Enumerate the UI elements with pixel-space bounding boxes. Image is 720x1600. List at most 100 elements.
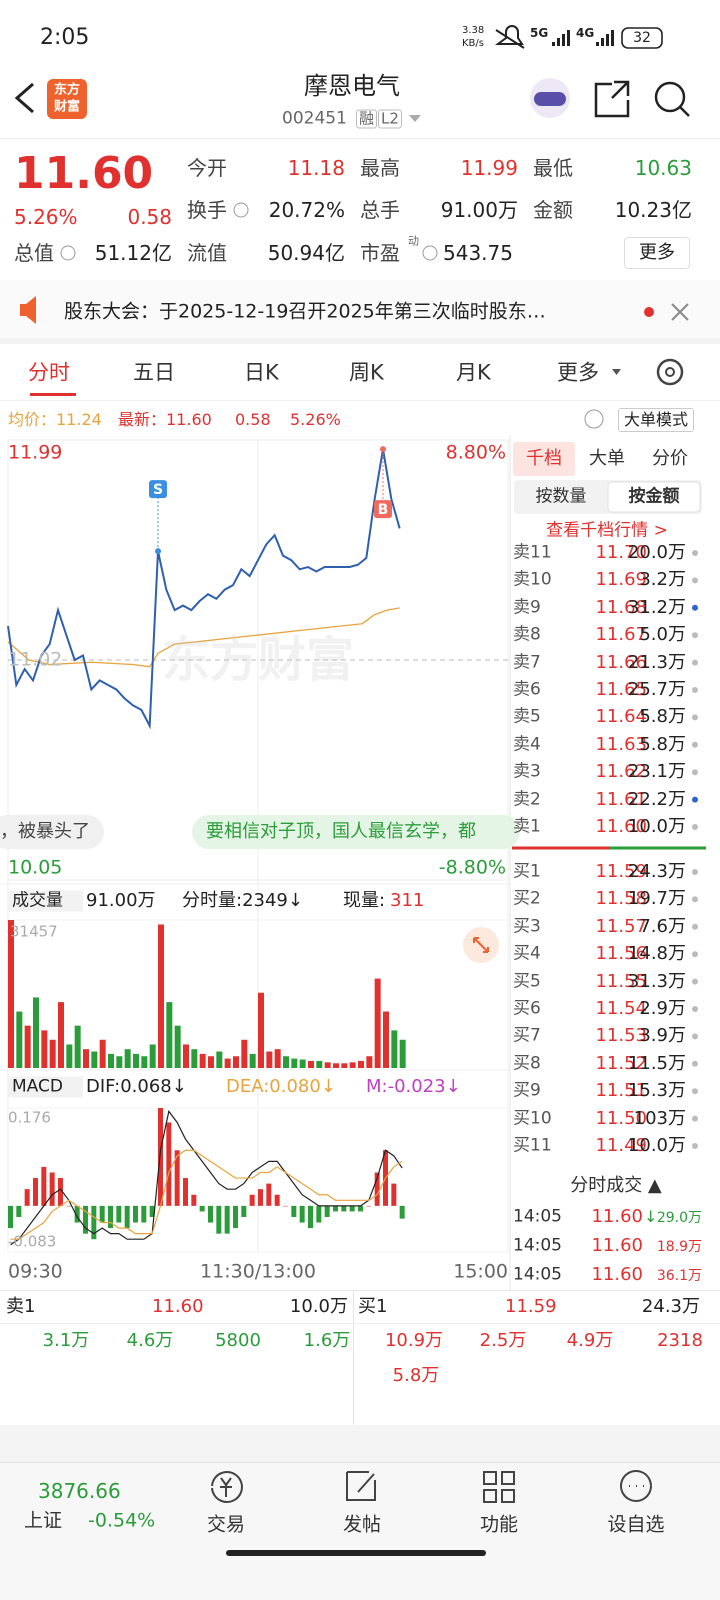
superscript: 动	[408, 234, 419, 248]
trade-volume: 29.0万	[656, 1210, 702, 1226]
depth-tab[interactable]: 大单	[589, 448, 625, 469]
volume-bar	[166, 1002, 173, 1068]
tab[interactable]: 更多	[557, 360, 599, 385]
nav-item[interactable]: 发帖	[342, 1513, 382, 1536]
volume-bar	[99, 1039, 106, 1068]
level-price: 11.63	[595, 733, 647, 755]
depth-link[interactable]: 查看千档行情 >	[546, 520, 668, 541]
macd-label: DEA:0.080↓	[226, 1076, 336, 1097]
level-price: 11.56	[595, 943, 647, 965]
tab[interactable]: 周K	[349, 360, 384, 385]
avg-price: 均价：11.24	[8, 410, 102, 429]
divider	[0, 138, 720, 139]
field-label: 市盈	[360, 241, 400, 265]
level-volume: 10.0万	[627, 1135, 686, 1156]
volume-bar	[299, 1059, 306, 1068]
volume-bar	[316, 1060, 323, 1068]
level-volume: 22.2万	[627, 788, 686, 810]
field-value: 20.72%	[268, 198, 345, 222]
tag: L2	[378, 109, 402, 129]
level-volume: 11.5万	[627, 1052, 686, 1074]
depth-tab[interactable]: 千档	[526, 448, 562, 469]
volume-title[interactable]: 成交量	[8, 890, 83, 912]
field-value: 91.00万	[440, 198, 518, 222]
mode-button[interactable]: 大单模式	[617, 408, 695, 432]
level-price: 11.49	[595, 1135, 647, 1156]
macd-bar	[266, 1183, 272, 1206]
level-dot	[692, 1033, 698, 1040]
volume-bar	[224, 1058, 231, 1068]
level-label: 买9	[513, 1080, 541, 1101]
dropdown	[409, 115, 421, 122]
level-price: 11.66	[595, 651, 647, 673]
depth-mode[interactable]: 按金额	[628, 486, 680, 507]
dropdown	[612, 369, 621, 375]
bid-order: 5.8万	[392, 1365, 440, 1386]
volume-bar	[258, 992, 264, 1068]
settings-button	[656, 358, 684, 386]
settings-button	[665, 367, 675, 377]
trade-time: 14:05	[513, 1264, 562, 1285]
trade-marker	[374, 500, 392, 519]
volume-bar	[16, 1011, 23, 1068]
level-label: 卖8	[513, 624, 541, 645]
network: 4G	[576, 26, 595, 40]
level-label: 买2	[513, 888, 541, 909]
stock-name: 摩恩电气	[304, 72, 400, 100]
level-price: 11.59	[595, 861, 647, 882]
nav-icon	[483, 1471, 515, 1503]
level-volume: 31.2万	[627, 596, 686, 618]
macd-bar	[41, 1166, 47, 1206]
field-label: 流值	[187, 241, 227, 265]
volume-bar	[116, 1056, 123, 1068]
nav-item[interactable]: 设自选	[607, 1513, 665, 1536]
tab[interactable]: 分时	[28, 360, 70, 385]
volume-bar	[66, 1044, 73, 1068]
volume-bar	[149, 1044, 156, 1068]
level-dot	[692, 687, 698, 693]
volume-total: 91.00万	[86, 890, 156, 911]
nav-item[interactable]: 功能	[479, 1513, 519, 1536]
signal	[567, 30, 570, 46]
tab[interactable]: 五日	[133, 360, 175, 385]
logo	[47, 79, 87, 119]
depth-mode[interactable]: 按数量	[535, 486, 587, 507]
level-label: 买8	[513, 1053, 541, 1074]
watermark: 东方财富	[161, 632, 355, 688]
change-pct: 5.26%	[290, 410, 341, 429]
tab-active-bg	[513, 442, 575, 476]
more-button[interactable]: 更多	[624, 237, 690, 269]
tab[interactable]: 月K	[456, 360, 491, 385]
ask-order: 4.6万	[126, 1330, 174, 1351]
mute-icon	[495, 25, 525, 49]
volume-bar	[216, 1051, 223, 1068]
level-label: 卖9	[513, 597, 541, 618]
macd-bar	[308, 1205, 313, 1229]
toggle-active	[607, 481, 701, 513]
bid-order: 2318	[657, 1330, 703, 1351]
macd-bar	[183, 1178, 188, 1206]
net-speed: 3.38	[462, 25, 485, 36]
bid-volume: 24.3万	[641, 1296, 700, 1317]
ask-order: 1.6万	[303, 1330, 351, 1351]
speaker-icon	[20, 296, 36, 324]
index-value[interactable]: 3876.66	[38, 1479, 121, 1503]
level-volume: 20.0万	[627, 542, 686, 563]
y2-tick-label: -8.80%	[438, 856, 506, 879]
bottom-nav	[0, 1462, 720, 1600]
depth-tab[interactable]: 分价	[652, 448, 688, 469]
dea-line	[10, 1149, 403, 1240]
field-value: 51.12亿	[94, 241, 172, 265]
macd-bar	[166, 1122, 172, 1206]
x-tick-label: 15:00	[453, 1260, 508, 1283]
level-dot	[692, 604, 698, 611]
nav-item[interactable]: 交易	[206, 1513, 246, 1536]
tab[interactable]: 日K	[244, 360, 279, 385]
volume-bar	[199, 1053, 206, 1068]
macd-title[interactable]: MACD	[8, 1076, 83, 1098]
macd-bar	[133, 1205, 138, 1223]
notice[interactable]: 股东大会：于2025-12-19召开2025年第三次临时股东…	[64, 300, 546, 323]
ask-order: 3.1万	[42, 1330, 90, 1351]
macd-bar	[224, 1205, 230, 1234]
level-dot	[692, 714, 698, 721]
